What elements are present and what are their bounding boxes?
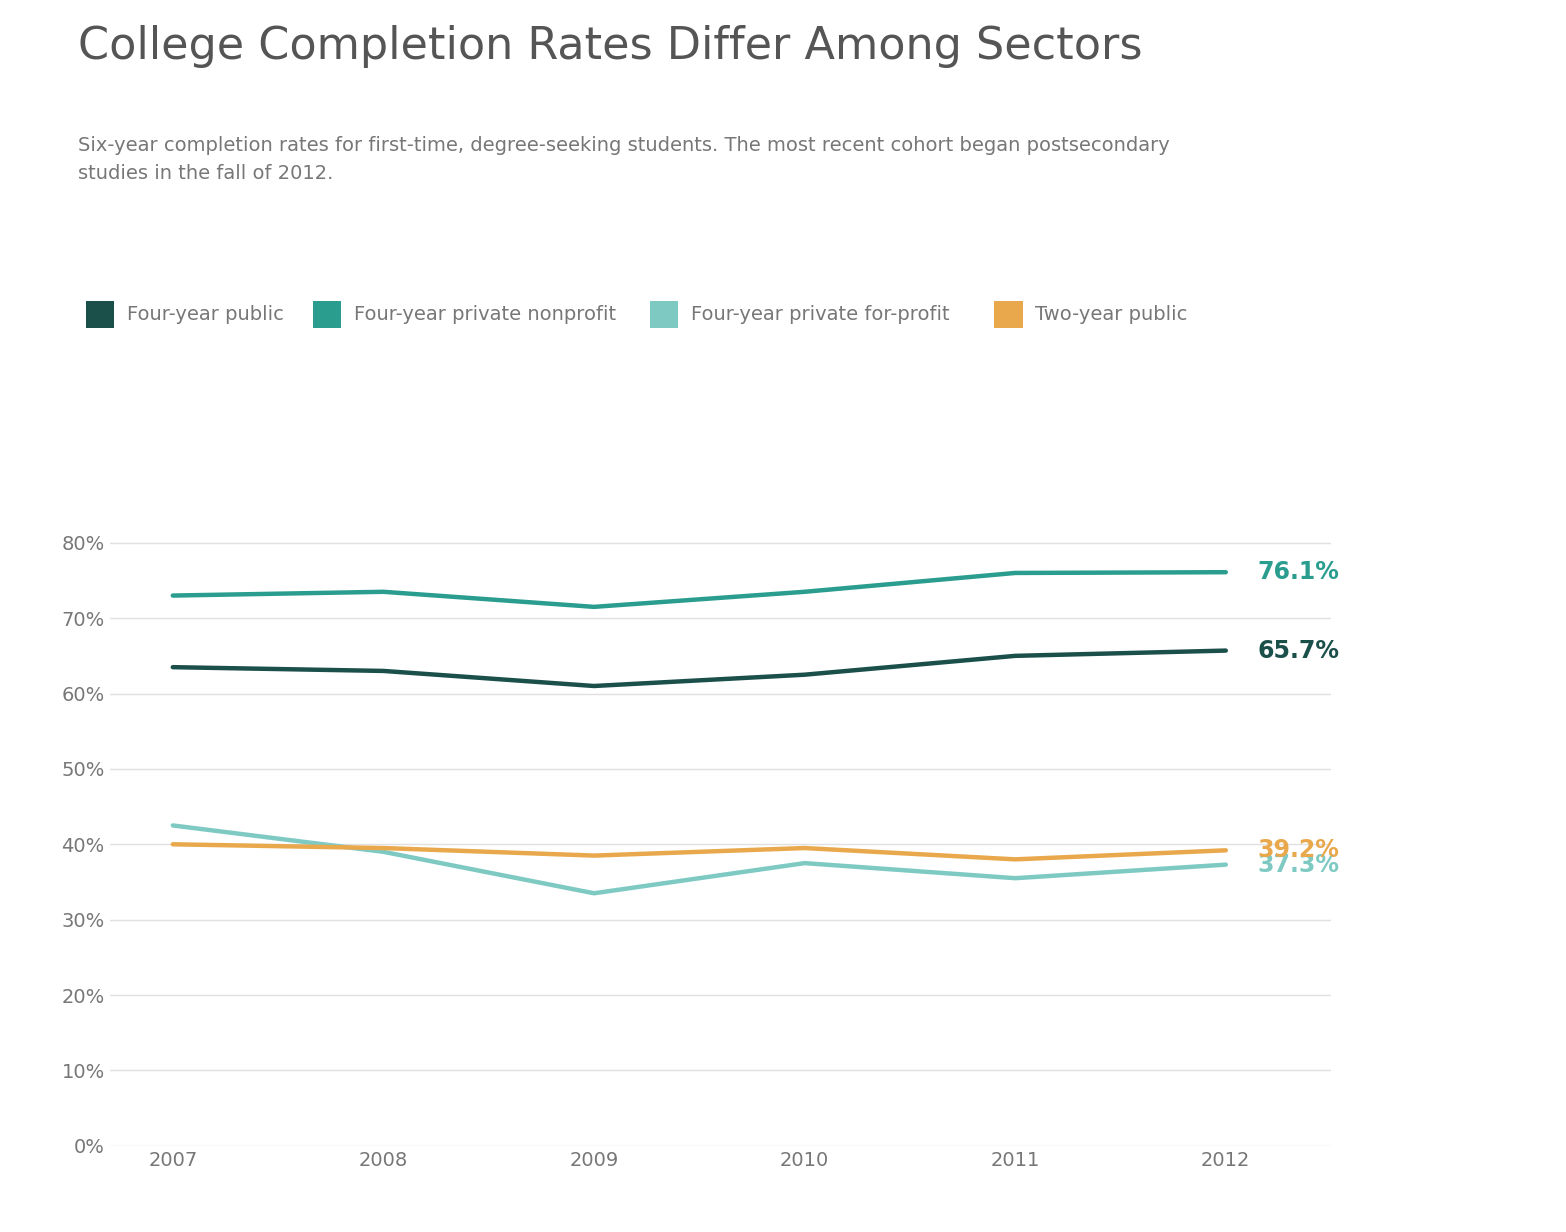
Text: Six-year completion rates for first-time, degree-seeking students. The most rece: Six-year completion rates for first-time… [78, 136, 1170, 182]
Text: 39.2%: 39.2% [1257, 838, 1339, 862]
Text: Four-year private nonprofit: Four-year private nonprofit [354, 304, 615, 324]
Text: Four-year private for-profit: Four-year private for-profit [691, 304, 949, 324]
Text: Two-year public: Two-year public [1035, 304, 1187, 324]
Text: 76.1%: 76.1% [1257, 561, 1339, 584]
Text: 37.3%: 37.3% [1257, 853, 1339, 877]
Text: College Completion Rates Differ Among Sectors: College Completion Rates Differ Among Se… [78, 25, 1143, 68]
Text: Four-year public: Four-year public [127, 304, 283, 324]
Text: 65.7%: 65.7% [1257, 638, 1339, 663]
